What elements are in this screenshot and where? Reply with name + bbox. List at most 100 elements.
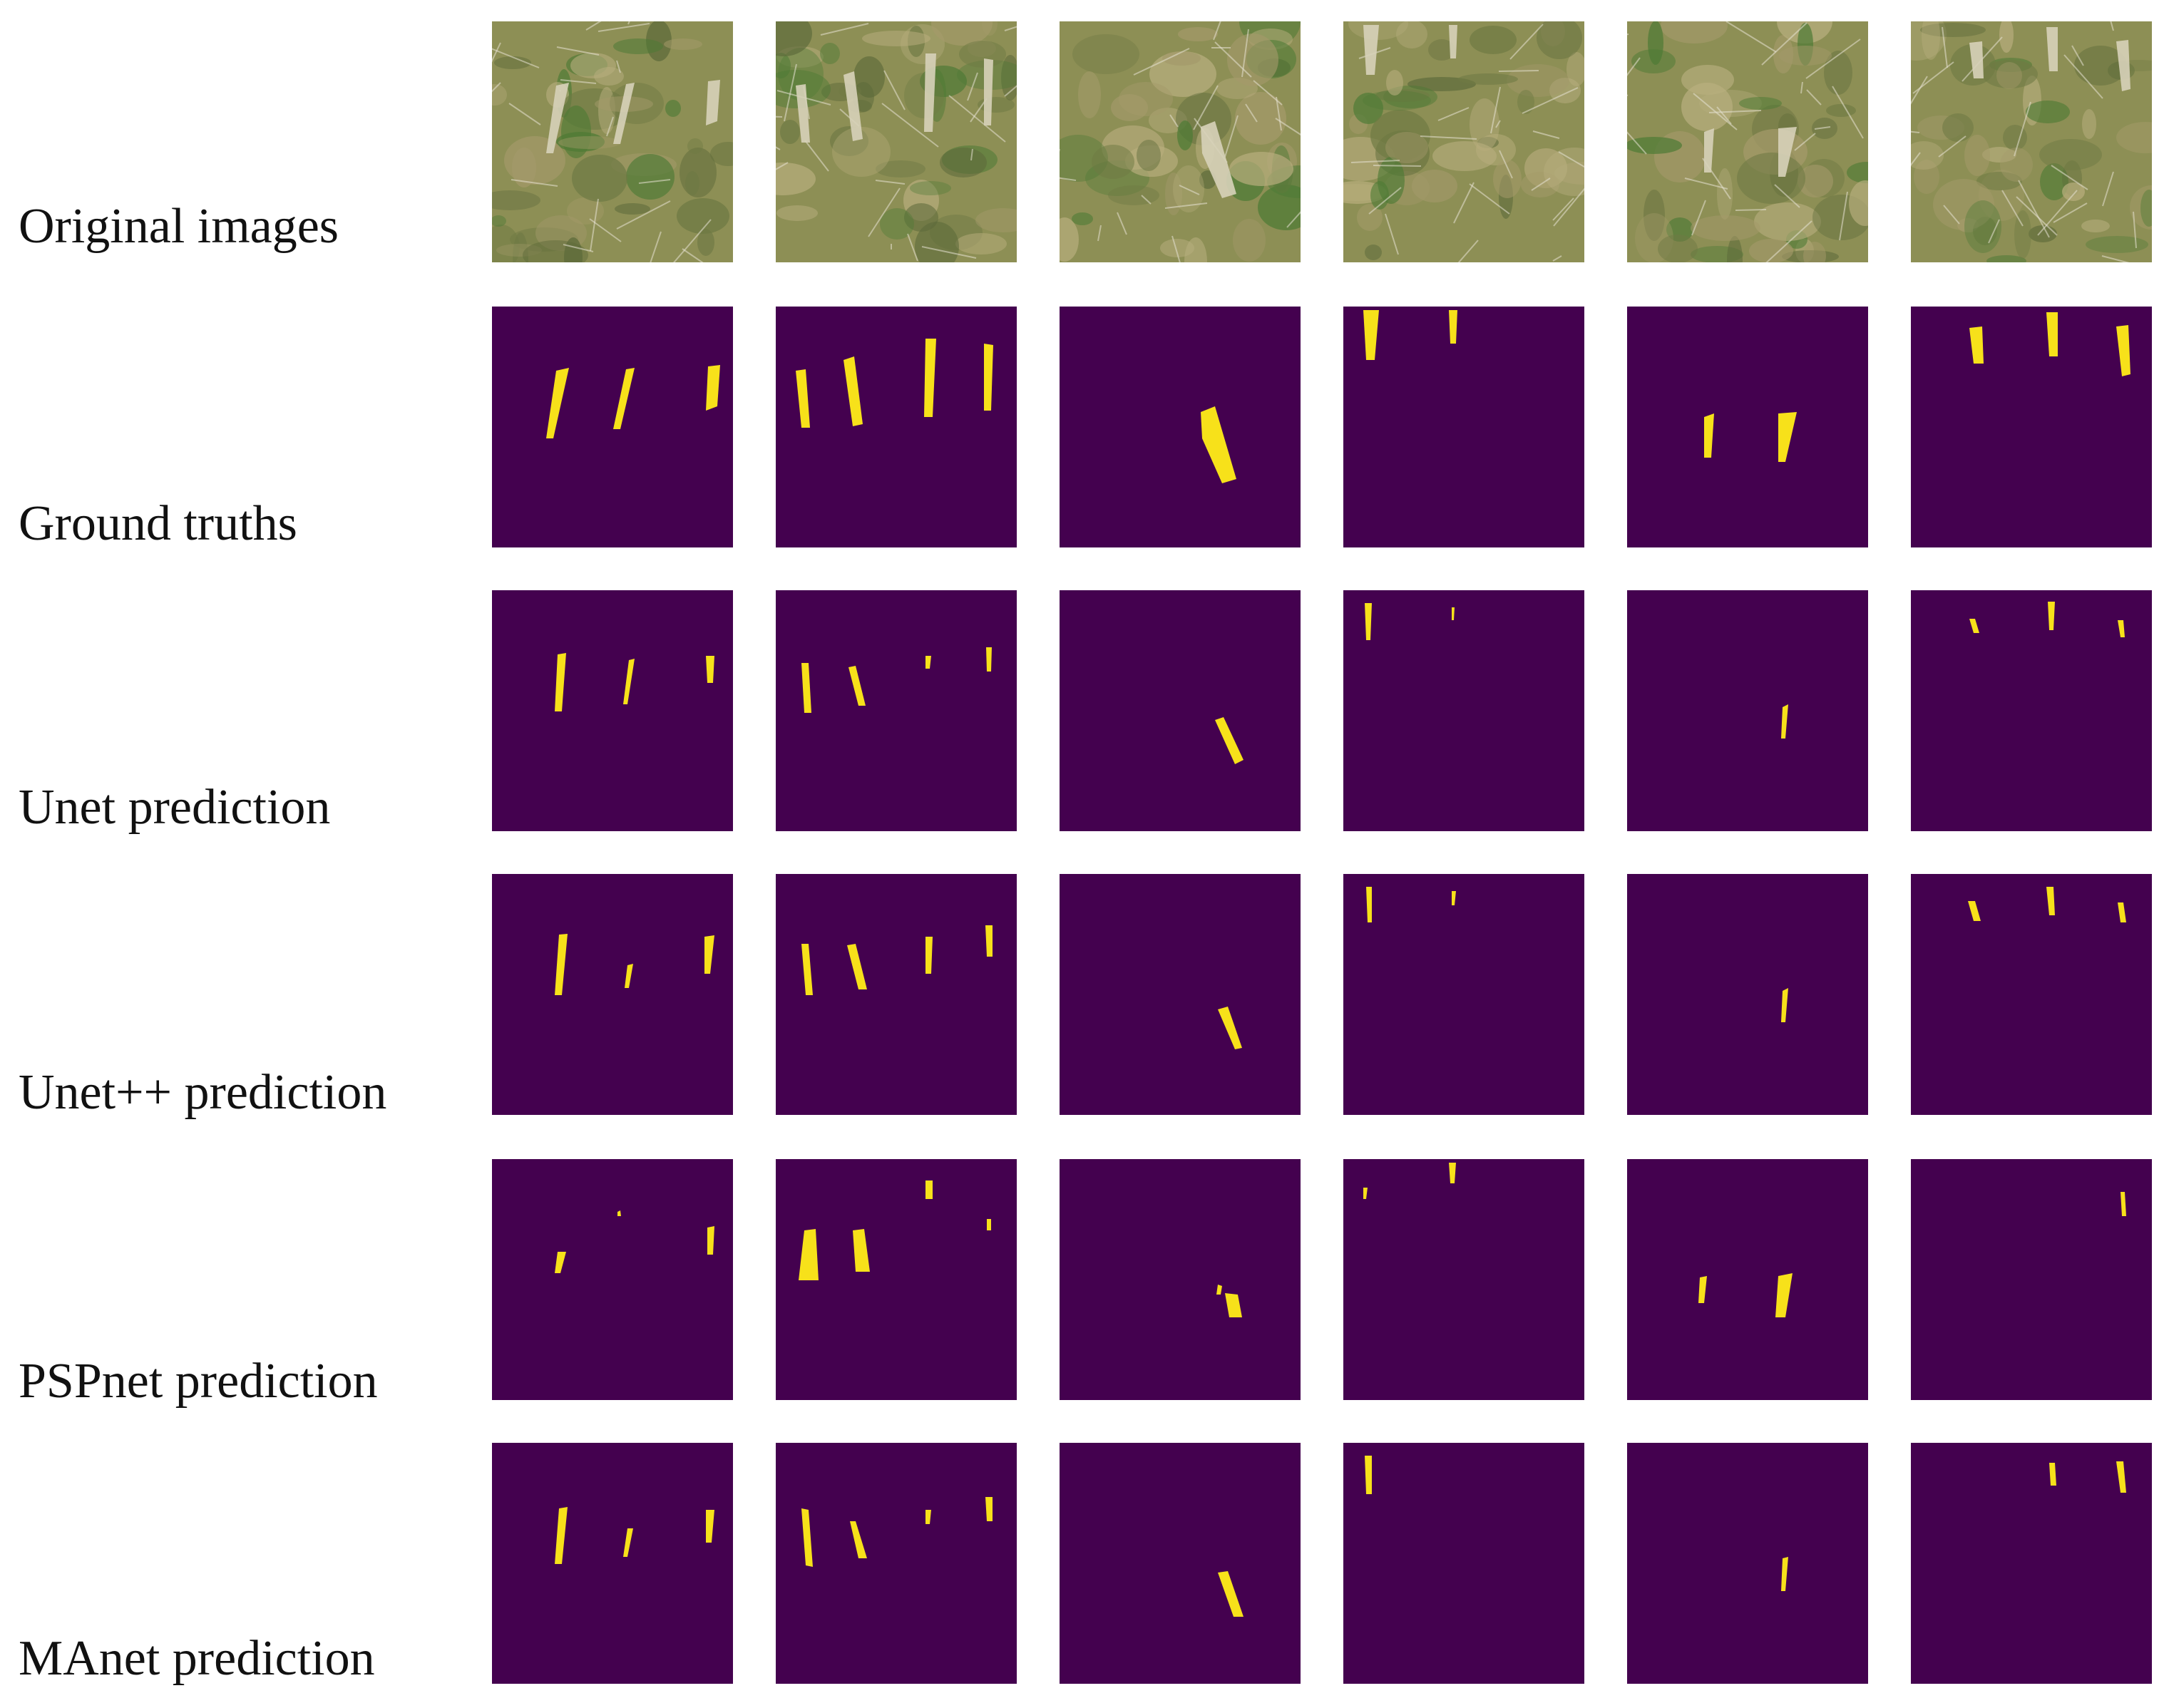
- vegetation-patch: [2039, 139, 2102, 170]
- tree-trunk: [1449, 25, 1457, 58]
- trunk-segment: [2118, 620, 2125, 637]
- trunk-segment: [1968, 901, 1981, 921]
- mask-background: [1060, 307, 1301, 547]
- trunk-segment: [1366, 887, 1372, 922]
- branch: [508, 103, 541, 125]
- vegetation-patch: [1178, 27, 1218, 41]
- vegetation-patch: [1999, 21, 2014, 53]
- branch: [1800, 81, 1803, 94]
- branch: [1942, 26, 1948, 68]
- tree-trunk: [984, 58, 993, 125]
- vegetation-patch: [876, 160, 925, 178]
- branch: [1522, 87, 1579, 114]
- trunk-segment: [1698, 1276, 1707, 1303]
- vegetation-patch: [1737, 153, 1805, 204]
- branch: [1805, 38, 1861, 79]
- branch: [673, 219, 712, 262]
- vegetation-patch: [904, 73, 944, 118]
- trunk-segment: [706, 1510, 714, 1543]
- aerial-photo: [776, 21, 1017, 262]
- trunk-segment: [1969, 619, 1979, 633]
- mask-background: [1060, 1443, 1301, 1684]
- vegetation-patch: [862, 31, 930, 46]
- branch: [1490, 86, 1501, 134]
- segmentation-mask: [1911, 590, 2152, 831]
- mask-tile: [1627, 307, 1868, 547]
- trunk-segment: [625, 964, 633, 988]
- mask-background: [1060, 1159, 1301, 1400]
- vegetation-patch: [1235, 92, 1286, 145]
- vegetation-patch: [1365, 245, 1382, 260]
- trunk-segment: [1781, 988, 1788, 1022]
- trunk-segment: [2121, 1192, 2126, 1216]
- vegetation-patch: [1920, 23, 1986, 37]
- row-label-unetpp: Unet++ prediction: [19, 1065, 387, 1120]
- vegetation-patch: [1964, 200, 2001, 253]
- aerial-photo: [1060, 21, 1301, 262]
- tree-trunk: [924, 53, 936, 132]
- tree-trunk: [1704, 128, 1714, 173]
- branch: [1495, 120, 1501, 128]
- vegetation-patch: [615, 203, 650, 215]
- vegetation-patch: [1779, 46, 1832, 66]
- vegetation-patch: [665, 100, 681, 117]
- segmentation-mask: [1060, 307, 1301, 547]
- vegetation-patch: [496, 244, 542, 257]
- vegetation-patch: [1643, 190, 1665, 241]
- trunk-segment: [555, 1252, 566, 1273]
- vegetation-patch: [1470, 26, 1517, 54]
- branch: [1457, 240, 1479, 262]
- trunk-segment: [1363, 310, 1379, 360]
- trunk-segment: [925, 1510, 931, 1524]
- mask-background: [492, 874, 733, 1115]
- vegetation-patch: [1428, 39, 1455, 61]
- mask-background: [1627, 874, 1868, 1115]
- vegetation-patch: [2000, 148, 2033, 182]
- branch: [616, 200, 671, 230]
- vegetation-patch: [710, 142, 733, 166]
- vegetation-patch: [1370, 181, 1389, 210]
- vegetation-patch: [776, 163, 816, 195]
- vegetation-patch: [572, 155, 627, 202]
- branch: [1725, 21, 1777, 53]
- mask-tile: [492, 1443, 733, 1684]
- mask-background: [776, 590, 1017, 831]
- segmentation-mask: [492, 874, 733, 1115]
- branch: [585, 21, 602, 31]
- trunk-segment: [848, 666, 866, 706]
- vegetation-patch: [1184, 237, 1207, 262]
- mask-background: [1343, 307, 1584, 547]
- trunk-segment: [799, 1229, 819, 1280]
- vegetation-patch: [561, 106, 591, 158]
- vegetation-patch: [494, 56, 531, 69]
- mask-background: [1343, 1443, 1584, 1684]
- mask-background: [1627, 1443, 1868, 1684]
- branch: [2101, 255, 2130, 262]
- vegetation-patch: [776, 205, 818, 221]
- trunk-segment: [1218, 1571, 1243, 1617]
- mask-tile: [1060, 874, 1301, 1115]
- branch: [1911, 152, 1921, 166]
- branch: [1469, 183, 1510, 215]
- vegetation-patch: [697, 229, 714, 256]
- vegetation-patch: [1826, 104, 1856, 117]
- mask-background: [492, 1443, 733, 1684]
- branch: [1224, 115, 1239, 158]
- vegetation-patch: [1798, 23, 1813, 66]
- branch: [1691, 200, 1706, 236]
- vegetation-patch: [880, 208, 914, 240]
- trunk-segment: [853, 1229, 870, 1272]
- vegetation-patch: [1749, 239, 1793, 262]
- vegetation-patch: [2081, 220, 2110, 232]
- vegetation-patch: [1396, 21, 1427, 48]
- vegetation-patch: [1911, 21, 1947, 61]
- branch: [492, 48, 540, 68]
- mask-background: [1343, 590, 1584, 831]
- segmentation-mask: [776, 1159, 1017, 1400]
- branch: [804, 140, 829, 172]
- trunk-segment: [847, 944, 867, 989]
- vegetation-patch: [594, 67, 624, 86]
- vegetation-patch: [558, 136, 621, 149]
- mask-tile: [1343, 1159, 1584, 1400]
- branch: [1453, 182, 1475, 224]
